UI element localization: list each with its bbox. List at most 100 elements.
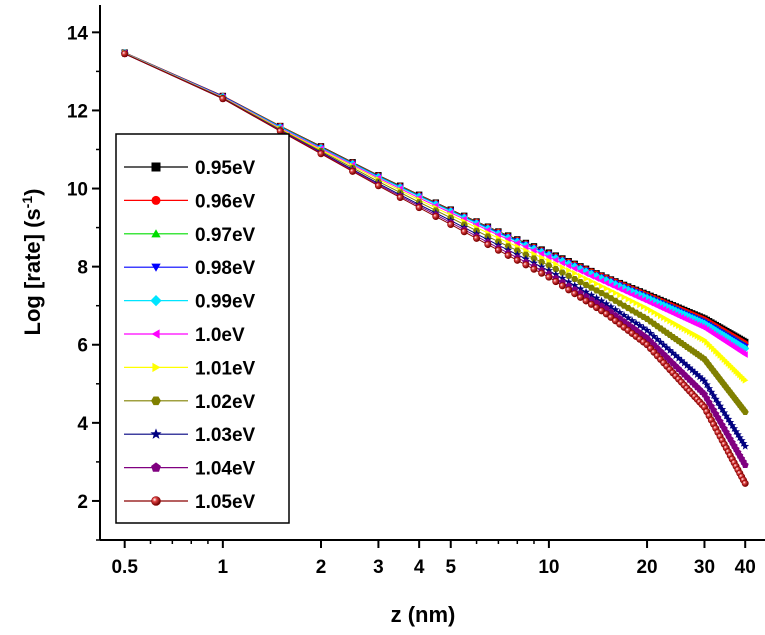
data-point	[522, 243, 529, 251]
data-point	[644, 305, 651, 312]
data-point	[577, 267, 584, 275]
data-point	[513, 256, 521, 264]
data-point	[447, 220, 455, 228]
data-point	[670, 319, 677, 326]
data-point	[552, 256, 559, 264]
data-point	[603, 279, 609, 287]
legend-marker	[150, 428, 162, 439]
data-point	[707, 387, 716, 396]
series-1.02eV	[121, 50, 749, 415]
data-point	[742, 351, 748, 358]
y-tick-label: 2	[77, 492, 88, 513]
data-point	[653, 335, 662, 343]
data-point	[552, 266, 560, 273]
data-point	[592, 293, 601, 302]
data-point	[709, 391, 718, 400]
data-point	[693, 370, 702, 379]
data-point	[582, 270, 589, 278]
legend-label: 1.04eV	[195, 459, 256, 480]
data-point	[730, 424, 739, 432]
data-point	[553, 260, 560, 268]
data-point	[628, 316, 637, 324]
legend-label: 1.0eV	[195, 325, 245, 346]
legend-item: 1.0eV	[124, 325, 245, 346]
data-point	[698, 374, 707, 383]
data-point	[635, 321, 644, 329]
data-point	[565, 272, 573, 279]
data-point	[598, 289, 606, 297]
data-point	[728, 421, 737, 429]
series-1.01eV	[122, 50, 749, 384]
data-point	[724, 415, 733, 423]
legend-marker	[152, 362, 161, 373]
y-axis-title-end: )	[20, 189, 45, 196]
data-point	[538, 250, 545, 258]
data-point	[545, 273, 553, 281]
data-point	[374, 182, 382, 190]
y-tick-label: 10	[67, 180, 88, 201]
data-point	[702, 380, 711, 389]
data-point	[714, 398, 722, 407]
data-point	[219, 95, 227, 103]
data-point	[545, 253, 552, 261]
data-point	[566, 267, 572, 274]
data-point	[587, 300, 595, 308]
data-point	[602, 310, 610, 318]
data-point	[571, 275, 579, 283]
data-point	[558, 269, 566, 276]
x-tick-label: 1	[218, 557, 229, 578]
data-point	[718, 405, 727, 413]
data-point	[602, 299, 611, 308]
data-point	[720, 408, 729, 417]
legend-marker	[151, 263, 161, 272]
data-point	[742, 376, 749, 384]
data-point	[612, 283, 619, 291]
legend-label: 0.95eV	[195, 158, 256, 179]
data-point	[484, 226, 491, 234]
data-point	[504, 251, 512, 259]
legend-marker	[151, 229, 161, 238]
x-tick-label: 5	[445, 557, 456, 578]
legend-label: 1.03eV	[195, 425, 256, 446]
data-point	[662, 343, 671, 352]
data-point	[643, 326, 652, 334]
data-point	[495, 231, 501, 239]
series-layer	[120, 49, 750, 487]
data-point	[565, 286, 573, 294]
data-point	[733, 430, 742, 439]
data-point	[572, 269, 578, 277]
data-point	[716, 401, 725, 410]
series-1.05eV	[121, 50, 749, 487]
data-point	[640, 303, 647, 310]
data-point	[514, 239, 520, 247]
data-point	[741, 461, 749, 468]
data-point	[603, 285, 610, 292]
data-point	[504, 235, 511, 243]
legend-box	[115, 133, 290, 524]
legend-marker	[151, 462, 161, 472]
legend-label: 0.97eV	[195, 225, 256, 246]
y-tick-label: 6	[77, 336, 88, 357]
data-point	[530, 247, 537, 254]
data-point	[682, 361, 691, 369]
legend-marker	[150, 294, 162, 307]
data-point	[739, 439, 748, 447]
y-axis-title-main: Log [rate] (s	[20, 208, 45, 335]
data-point	[741, 479, 749, 487]
series-1.0eV	[121, 50, 748, 358]
data-point	[690, 368, 699, 376]
data-point	[593, 275, 600, 282]
legend-marker	[151, 396, 161, 406]
data-point	[651, 308, 658, 316]
legend-marker	[151, 162, 161, 172]
data-point	[732, 427, 741, 436]
data-point	[671, 351, 680, 360]
y-tick-label: 14	[67, 23, 89, 44]
data-point	[317, 150, 325, 158]
data-point	[625, 295, 632, 303]
x-tick-label: 30	[694, 557, 715, 578]
data-point	[582, 281, 590, 288]
legend-item: 1.03eV	[124, 425, 256, 446]
data-point	[484, 241, 492, 249]
